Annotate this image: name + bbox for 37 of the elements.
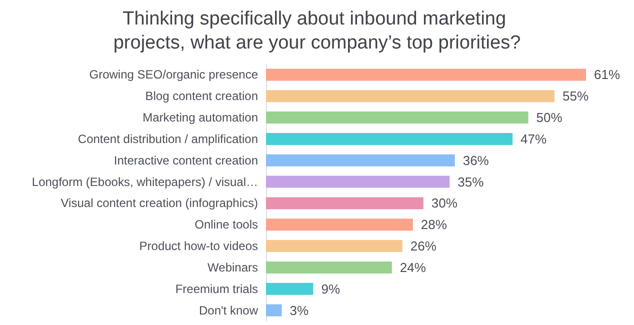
bar [266, 154, 455, 166]
chart-title: Thinking specifically about inbound marketing projects, what are your company’s top priorities? [113, 8, 521, 54]
data-label: 9% [321, 281, 340, 296]
bar [266, 90, 555, 102]
y-tick-label: Online tools [194, 218, 258, 232]
y-tick-label: Growing SEO/organic presence [89, 68, 258, 82]
data-label: 30% [431, 196, 458, 211]
data-label: 47% [520, 131, 548, 146]
y-tick-label: Interactive content creation [114, 153, 258, 168]
y-tick-label: Blog content creation [145, 89, 258, 104]
bar [266, 197, 424, 210]
data-label: 36% [462, 152, 490, 168]
data-label: 28% [420, 217, 448, 232]
data-label: 61% [594, 67, 620, 82]
bar [266, 261, 392, 274]
bar [266, 132, 513, 145]
bar [266, 176, 450, 188]
data-label: 3% [290, 302, 309, 318]
bar [266, 240, 402, 252]
bar [266, 112, 528, 124]
y-tick-label: Webinars [208, 260, 258, 274]
y-tick-label: Freemium trials [175, 282, 258, 296]
y-tick-label: Longform (Ebooks, whitepapers) / visual… [32, 174, 258, 189]
data-label: 50% [536, 110, 563, 126]
y-tick-label: Product how-to videos [139, 239, 258, 254]
data-label: 24% [400, 260, 426, 275]
bar [266, 282, 314, 295]
bar [266, 304, 282, 316]
y-tick-label: Visual content creation (infographics) [60, 196, 258, 210]
bar [266, 218, 413, 231]
y-tick-label: Marketing automation [142, 110, 258, 125]
y-tick-label: Don't know [199, 303, 258, 318]
bar [266, 68, 586, 81]
data-label: 55% [562, 88, 589, 104]
y-tick-label: Content distribution / amplification [78, 132, 258, 146]
data-label: 26% [410, 238, 437, 254]
data-label: 35% [458, 174, 484, 190]
